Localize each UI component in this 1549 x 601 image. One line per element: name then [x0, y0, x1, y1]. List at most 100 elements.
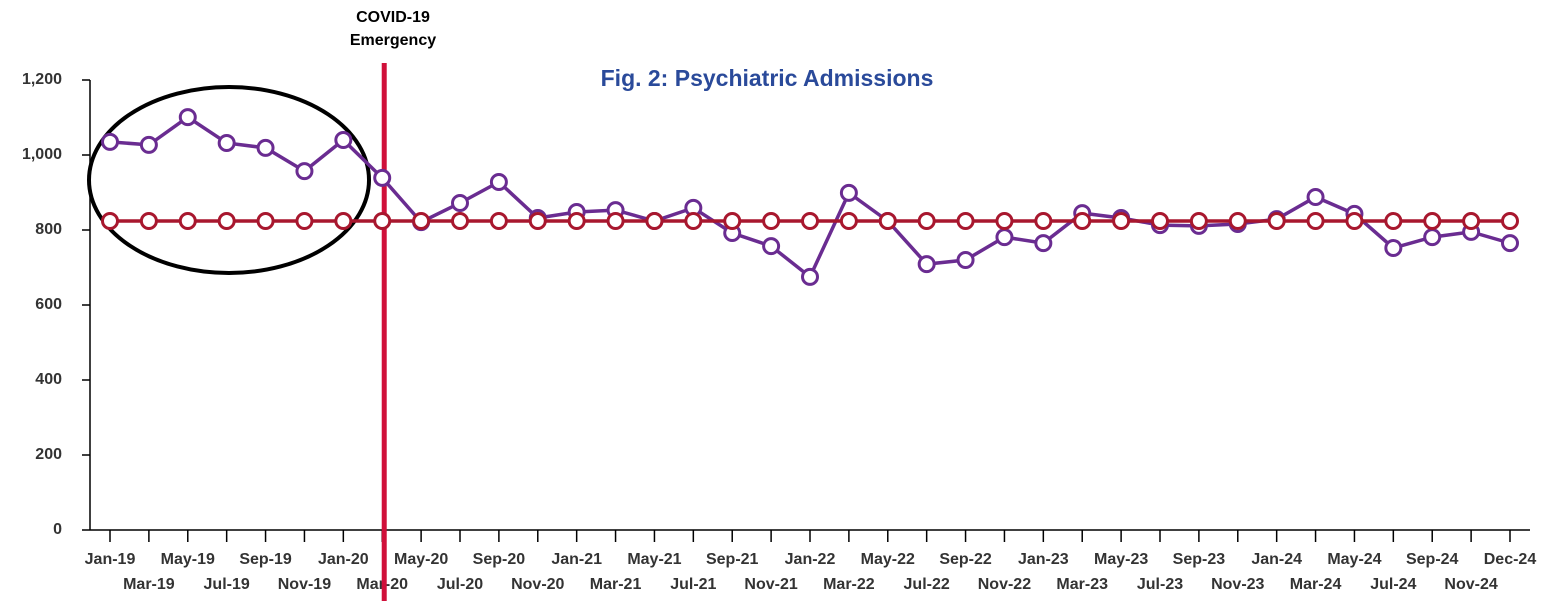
point	[178, 212, 197, 230]
x-tick-label: Sep-22	[939, 551, 992, 568]
chart-title: Fig. 2: Psychiatric Admissions	[601, 65, 934, 91]
point	[1384, 239, 1403, 257]
highlight-ellipse	[87, 85, 371, 275]
x-tick-label: Jul-19	[204, 576, 250, 593]
x-tick-label: May-22	[861, 551, 915, 568]
point	[334, 212, 353, 230]
point	[1501, 212, 1519, 230]
x-tick-label: Nov-19	[278, 576, 331, 593]
point	[917, 255, 936, 274]
point	[1462, 212, 1481, 230]
x-tick-label: Sep-23	[1173, 551, 1226, 568]
point	[1501, 234, 1519, 253]
point	[217, 134, 236, 152]
point	[139, 212, 158, 230]
point	[878, 212, 897, 230]
point	[295, 212, 314, 230]
x-tick-label: Mar-21	[590, 576, 642, 593]
point	[801, 267, 819, 286]
x-tick-label: Jul-24	[1370, 576, 1416, 593]
annotation-text: COVID-19	[356, 9, 430, 26]
point	[762, 237, 781, 256]
point	[1384, 212, 1403, 230]
x-tick-label: Mar-19	[123, 576, 175, 593]
point	[1034, 212, 1053, 230]
point	[334, 131, 353, 149]
x-tick-label: Jan-22	[785, 551, 836, 568]
y-tick-label: 200	[35, 446, 62, 463]
x-tick-label: Sep-21	[706, 551, 759, 568]
x-tick-label: Jul-20	[437, 576, 483, 593]
y-tick-label: 600	[35, 296, 62, 313]
point	[256, 212, 275, 230]
point	[373, 212, 392, 230]
point	[373, 168, 392, 187]
x-tick-label: Dec-24	[1484, 551, 1537, 568]
x-tick-label: May-19	[161, 551, 215, 568]
point	[1423, 212, 1442, 230]
point	[451, 194, 469, 212]
y-tick-label: 0	[53, 521, 62, 538]
point	[412, 212, 431, 230]
point	[1267, 212, 1286, 230]
point	[489, 212, 508, 230]
x-tick-label: Sep-20	[473, 551, 526, 568]
point	[606, 212, 625, 230]
x-tick-label: Nov-22	[978, 576, 1031, 593]
point	[1189, 212, 1208, 230]
point	[1306, 212, 1325, 230]
point	[101, 212, 119, 230]
x-tick-label: Jan-24	[1251, 551, 1302, 568]
point	[528, 212, 547, 230]
point	[684, 212, 703, 230]
point	[839, 212, 858, 230]
point	[1423, 228, 1442, 247]
x-tick-label: May-20	[394, 551, 448, 568]
point	[839, 183, 858, 202]
point	[645, 212, 664, 230]
annotation-text: Emergency	[350, 32, 436, 49]
point	[489, 173, 508, 191]
x-tick-label: Jan-21	[551, 551, 602, 568]
x-tick-label: Jan-23	[1018, 551, 1069, 568]
point	[1306, 188, 1325, 206]
x-tick-label: Nov-20	[511, 576, 564, 593]
x-tick-label: Sep-19	[239, 551, 292, 568]
point	[801, 212, 819, 230]
x-tick-label: May-21	[627, 551, 681, 568]
x-tick-label: Mar-23	[1056, 576, 1108, 593]
point	[917, 212, 936, 230]
x-tick-label: Mar-24	[1290, 576, 1342, 593]
x-tick-label: Nov-21	[744, 576, 797, 593]
y-tick-label: 1,200	[22, 71, 62, 88]
point	[1112, 212, 1131, 230]
x-tick-label: May-24	[1327, 551, 1381, 568]
point	[1034, 234, 1053, 253]
x-tick-label: Jan-19	[85, 551, 136, 568]
point	[995, 228, 1014, 247]
y-tick-label: 400	[35, 371, 62, 388]
x-tick-label: Jul-23	[1137, 576, 1183, 593]
point	[101, 132, 119, 151]
x-tick-label: Jan-20	[318, 551, 369, 568]
x-tick-label: Mar-22	[823, 576, 875, 593]
y-tick-label: 800	[35, 221, 62, 238]
x-tick-label: Sep-24	[1406, 551, 1459, 568]
point	[1228, 212, 1247, 230]
x-tick-label: Nov-24	[1444, 576, 1497, 593]
point	[178, 108, 197, 127]
point	[723, 212, 742, 230]
point	[762, 212, 781, 230]
point	[451, 212, 469, 230]
point	[995, 212, 1014, 230]
point	[956, 251, 975, 269]
point	[217, 212, 236, 230]
point	[1345, 212, 1364, 230]
x-tick-label: Jul-22	[904, 576, 950, 593]
point	[139, 135, 158, 154]
x-tick-label: Nov-23	[1211, 576, 1264, 593]
point	[956, 212, 975, 230]
point	[1151, 212, 1169, 230]
